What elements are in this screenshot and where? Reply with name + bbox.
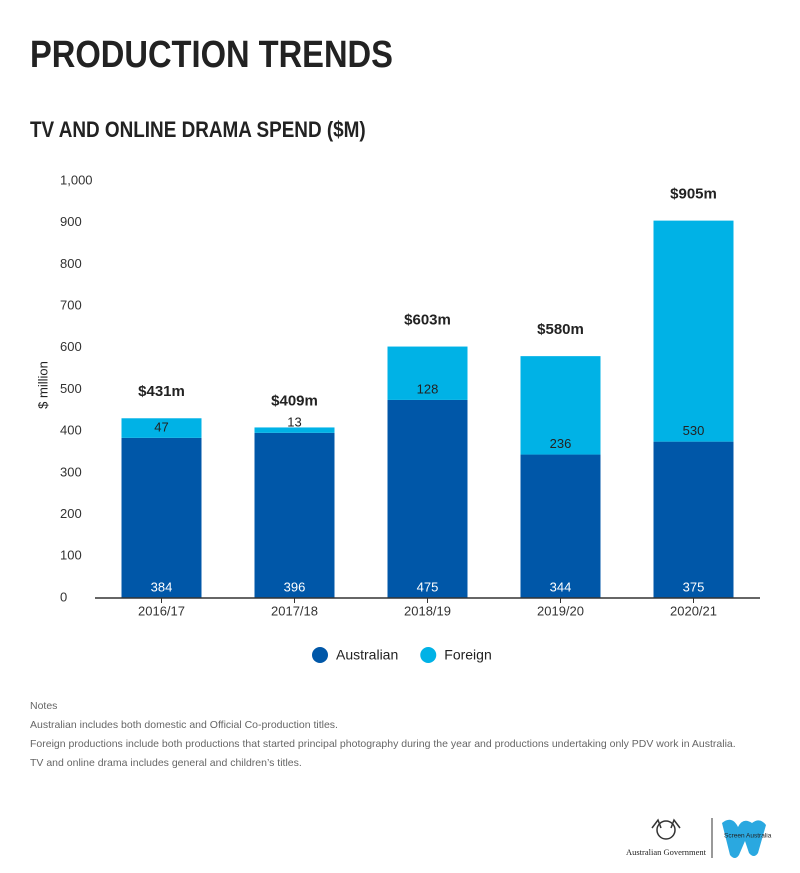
x-tick-label: 2017/18	[271, 603, 318, 618]
bar-segment	[121, 437, 202, 598]
plot: 0 100 200 300 400 500 600 700 800 900 1,000 384 47 $4…	[60, 172, 760, 663]
value-label: 236	[550, 436, 572, 451]
y-tick-label: 900	[60, 214, 82, 229]
legend-swatch	[312, 647, 328, 663]
x-tick-label: 2020/21	[670, 603, 717, 618]
agency-logo: Screen Australia	[722, 819, 772, 858]
bar-segment	[254, 432, 335, 598]
x-tick-label: 2016/17	[138, 603, 185, 618]
y-tick-label: 500	[60, 381, 82, 396]
title: PRODUCTION TRENDS	[30, 33, 393, 76]
value-label: 344	[550, 579, 572, 594]
y-tick-label: 600	[60, 339, 82, 354]
legend-swatch	[420, 647, 437, 663]
bar-segment	[653, 441, 734, 598]
y-tick-label: 800	[60, 256, 82, 271]
bar-segment	[387, 399, 468, 598]
value-label: 475	[417, 579, 439, 594]
gov-logo: Australian Government	[626, 818, 707, 857]
subtitle: TV AND ONLINE DRAMA SPEND ($M)	[30, 118, 366, 143]
value-label: 384	[151, 579, 173, 594]
bar-segment	[254, 427, 335, 433]
value-label: 13	[287, 414, 301, 429]
y-tick-label: 0	[60, 589, 67, 604]
total-label: $603m	[404, 312, 451, 329]
value-label: 47	[154, 419, 168, 434]
agency-text: Screen Australia	[724, 833, 772, 840]
y-tick-label: 1,000	[60, 172, 93, 187]
y-axis-label: $ million	[35, 361, 50, 409]
bar-segment	[121, 418, 202, 438]
total-label: $905m	[670, 186, 717, 203]
bar-segment	[387, 346, 468, 400]
note: Australian includes both domestic and Of…	[30, 719, 338, 731]
total-label: $409m	[271, 392, 318, 409]
value-label: 530	[683, 423, 705, 438]
bar-segment	[520, 356, 601, 455]
x-tick-label: 2019/20	[537, 603, 584, 618]
y-tick-label: 700	[60, 298, 82, 313]
x-tick-label: 2018/19	[404, 603, 451, 618]
bar-segment	[653, 220, 734, 442]
total-label: $580m	[537, 321, 584, 338]
total-label: $431m	[138, 383, 185, 400]
legend-label: Australian	[336, 647, 398, 663]
value-label: 128	[417, 381, 439, 396]
y-tick-label: 200	[60, 506, 82, 521]
value-label: 396	[284, 579, 306, 594]
bar-segment	[520, 454, 601, 598]
y-tick-label: 400	[60, 423, 82, 438]
notes-heading: Notes	[30, 700, 57, 712]
legend-label: Foreign	[444, 647, 491, 663]
gov-text: Australian Government	[626, 847, 707, 857]
value-label: 375	[683, 579, 705, 594]
y-tick-label: 100	[60, 548, 82, 563]
note: Foreign productions include both product…	[30, 738, 736, 750]
note: TV and online drama includes general and…	[30, 757, 302, 769]
y-tick-label: 300	[60, 464, 82, 479]
